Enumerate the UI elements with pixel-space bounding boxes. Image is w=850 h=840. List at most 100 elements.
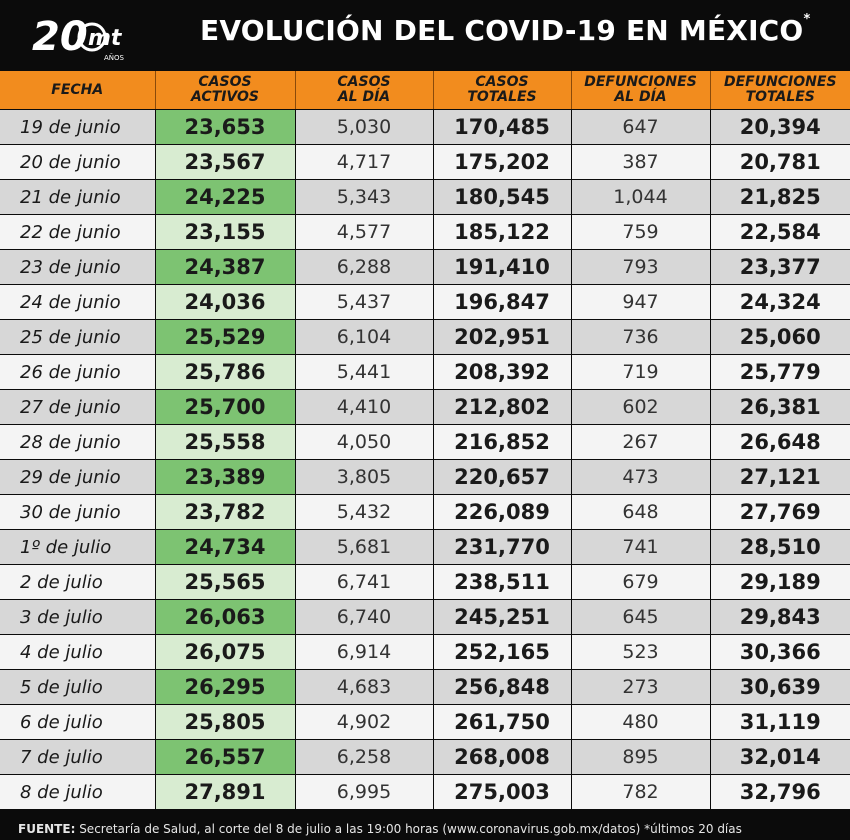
column-header-defunciones-totales: DEFUNCIONES TOTALES <box>710 71 850 110</box>
logo-brand: mt <box>88 26 123 51</box>
table-body: 19 de junio 23,653 5,030 170,485 647 20,394 20… <box>0 109 850 810</box>
column-header-line: TOTALES <box>745 89 815 105</box>
cell-casos-activos: 25,565 <box>155 564 296 600</box>
column-header-line: DEFUNCIONES <box>584 74 697 90</box>
cell-casos-activos: 26,557 <box>155 739 296 775</box>
cell-defunciones-totales: 26,381 <box>710 389 850 425</box>
cell-casos-totales: 275,003 <box>433 774 572 810</box>
column-header-line: TOTALES <box>467 89 537 105</box>
cell-defunciones-al-dia: 736 <box>571 319 711 355</box>
cell-casos-totales: 180,545 <box>433 179 572 215</box>
cell-defunciones-al-dia: 387 <box>571 144 711 180</box>
table-row: 27 de junio 25,700 4,410 212,802 602 26,381 <box>0 389 850 425</box>
covid-data-table: FECHA CASOS ACTIVOS CASOS AL DÍA CASOS TOTALES… <box>0 71 850 810</box>
cell-fecha: 20 de junio <box>0 144 156 180</box>
cell-casos-al-dia: 4,902 <box>295 704 434 740</box>
cell-defunciones-totales: 27,769 <box>710 494 850 530</box>
header: 20 mt AÑOS EVOLUCIÓN DEL COVID-19 EN MÉX… <box>0 0 850 70</box>
cell-casos-activos: 25,805 <box>155 704 296 740</box>
cell-defunciones-totales: 21,825 <box>710 179 850 215</box>
cell-casos-totales: 226,089 <box>433 494 572 530</box>
cell-defunciones-totales: 30,366 <box>710 634 850 670</box>
cell-casos-totales: 212,802 <box>433 389 572 425</box>
cell-casos-al-dia: 6,288 <box>295 249 434 285</box>
cell-defunciones-al-dia: 782 <box>571 774 711 810</box>
table-row: 1º de julio 24,734 5,681 231,770 741 28,510 <box>0 529 850 565</box>
table-row: 4 de julio 26,075 6,914 252,165 523 30,366 <box>0 634 850 670</box>
table-row: 3 de julio 26,063 6,740 245,251 645 29,843 <box>0 599 850 635</box>
cell-fecha: 25 de junio <box>0 319 156 355</box>
cell-casos-activos: 25,558 <box>155 424 296 460</box>
cell-casos-totales: 170,485 <box>433 109 572 145</box>
table-row: 25 de junio 25,529 6,104 202,951 736 25,060 <box>0 319 850 355</box>
cell-fecha: 27 de junio <box>0 389 156 425</box>
cell-casos-totales: 252,165 <box>433 634 572 670</box>
cell-defunciones-al-dia: 1,044 <box>571 179 711 215</box>
cell-fecha: 29 de junio <box>0 459 156 495</box>
footer-label: FUENTE: <box>18 822 76 836</box>
cell-casos-activos: 26,295 <box>155 669 296 705</box>
cell-casos-al-dia: 5,432 <box>295 494 434 530</box>
cell-defunciones-totales: 27,121 <box>710 459 850 495</box>
cell-fecha: 1º de julio <box>0 529 156 565</box>
cell-fecha: 7 de julio <box>0 739 156 775</box>
column-header-casos-al-dia: CASOS AL DÍA <box>295 71 434 110</box>
source-footer: FUENTE: Secretaría de Salud, al corte de… <box>0 818 850 840</box>
cell-casos-al-dia: 6,995 <box>295 774 434 810</box>
page-title: EVOLUCIÓN DEL COVID-19 EN MÉXICO* <box>200 12 810 47</box>
cell-casos-totales: 231,770 <box>433 529 572 565</box>
cell-casos-activos: 23,389 <box>155 459 296 495</box>
cell-defunciones-totales: 31,119 <box>710 704 850 740</box>
cell-casos-al-dia: 6,741 <box>295 564 434 600</box>
cell-defunciones-totales: 28,510 <box>710 529 850 565</box>
cell-casos-al-dia: 6,740 <box>295 599 434 635</box>
cell-casos-totales: 175,202 <box>433 144 572 180</box>
mt-20-anos-logo: 20 mt AÑOS <box>32 14 125 62</box>
column-header-line: CASOS <box>337 74 391 90</box>
cell-casos-activos: 24,387 <box>155 249 296 285</box>
cell-fecha: 19 de junio <box>0 109 156 145</box>
cell-defunciones-totales: 26,648 <box>710 424 850 460</box>
cell-defunciones-al-dia: 741 <box>571 529 711 565</box>
cell-fecha: 30 de junio <box>0 494 156 530</box>
cell-defunciones-totales: 30,639 <box>710 669 850 705</box>
column-header-line: AL DÍA <box>337 89 391 105</box>
cell-casos-totales: 268,008 <box>433 739 572 775</box>
cell-defunciones-al-dia: 647 <box>571 109 711 145</box>
cell-fecha: 28 de junio <box>0 424 156 460</box>
cell-defunciones-al-dia: 473 <box>571 459 711 495</box>
cell-casos-totales: 220,657 <box>433 459 572 495</box>
cell-casos-totales: 245,251 <box>433 599 572 635</box>
logo-sub: AÑOS <box>104 53 125 62</box>
cell-fecha: 5 de julio <box>0 669 156 705</box>
cell-casos-al-dia: 5,437 <box>295 284 434 320</box>
column-header-line: CASOS <box>475 74 529 90</box>
cell-casos-activos: 23,155 <box>155 214 296 250</box>
cell-casos-al-dia: 4,577 <box>295 214 434 250</box>
table-row: 23 de junio 24,387 6,288 191,410 793 23,377 <box>0 249 850 285</box>
cell-casos-activos: 25,529 <box>155 319 296 355</box>
cell-fecha: 3 de julio <box>0 599 156 635</box>
cell-casos-activos: 25,786 <box>155 354 296 390</box>
cell-casos-totales: 185,122 <box>433 214 572 250</box>
column-header-line: DEFUNCIONES <box>723 74 837 90</box>
table-row: 7 de julio 26,557 6,258 268,008 895 32,014 <box>0 739 850 775</box>
table-row: 20 de junio 23,567 4,717 175,202 387 20,781 <box>0 144 850 180</box>
cell-casos-al-dia: 6,104 <box>295 319 434 355</box>
cell-fecha: 24 de junio <box>0 284 156 320</box>
cell-defunciones-totales: 23,377 <box>710 249 850 285</box>
footer-text: Secretaría de Salud, al corte del 8 de j… <box>75 822 742 836</box>
cell-casos-al-dia: 5,441 <box>295 354 434 390</box>
cell-fecha: 2 de julio <box>0 564 156 600</box>
cell-casos-al-dia: 6,914 <box>295 634 434 670</box>
cell-casos-al-dia: 6,258 <box>295 739 434 775</box>
cell-casos-al-dia: 4,683 <box>295 669 434 705</box>
table-row: 30 de junio 23,782 5,432 226,089 648 27,769 <box>0 494 850 530</box>
cell-defunciones-totales: 20,394 <box>710 109 850 145</box>
table-row: 29 de junio 23,389 3,805 220,657 473 27,121 <box>0 459 850 495</box>
table-row: 2 de julio 25,565 6,741 238,511 679 29,189 <box>0 564 850 600</box>
cell-defunciones-al-dia: 679 <box>571 564 711 600</box>
cell-defunciones-totales: 29,843 <box>710 599 850 635</box>
cell-casos-al-dia: 5,681 <box>295 529 434 565</box>
cell-casos-activos: 24,734 <box>155 529 296 565</box>
